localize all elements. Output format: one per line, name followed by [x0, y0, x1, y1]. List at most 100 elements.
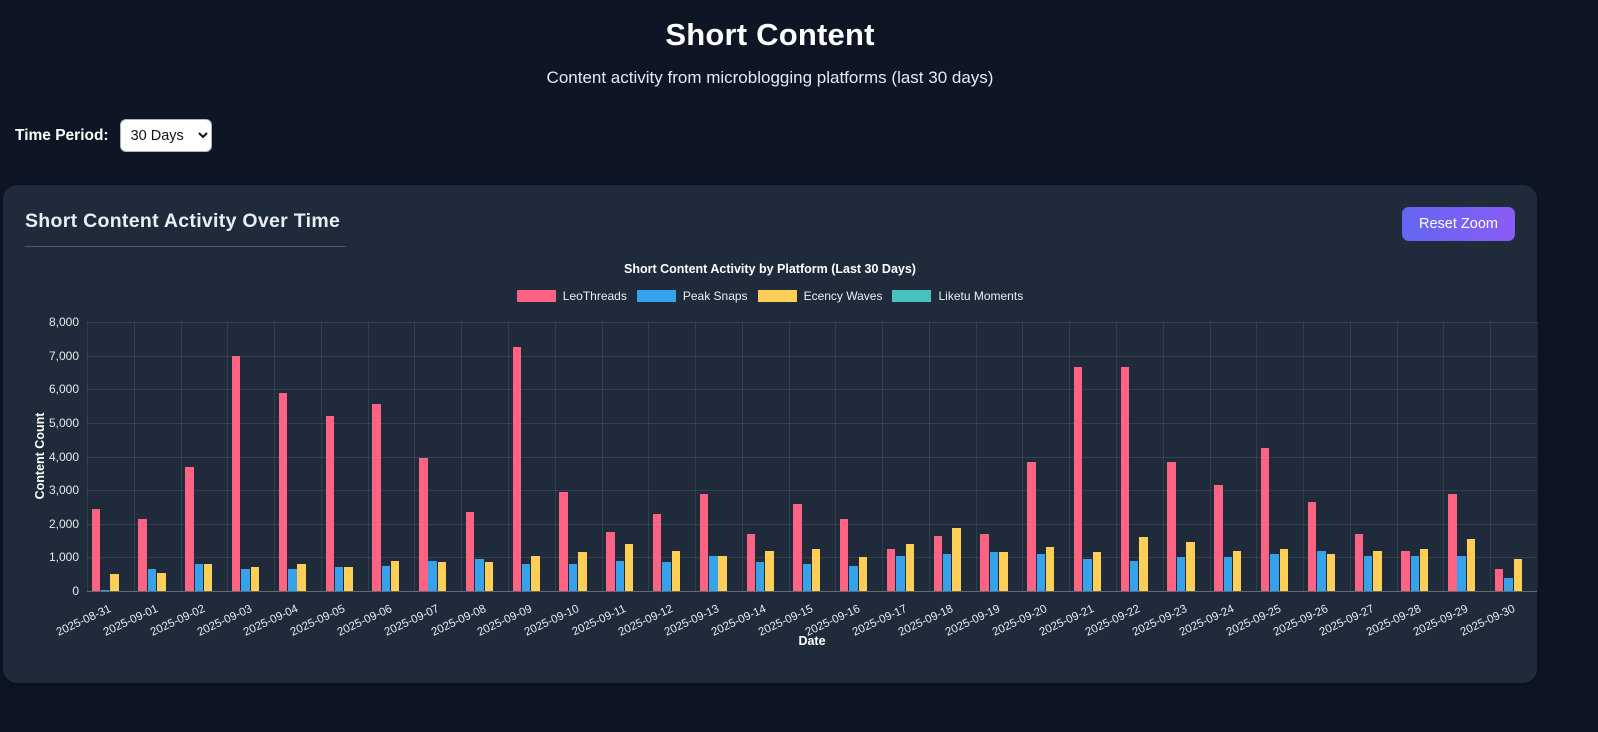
bar-peak-snaps-2025-09-24[interactable]: [1223, 557, 1233, 591]
bar-peak-snaps-2025-09-13[interactable]: [709, 555, 718, 591]
legend-item-liketu-moments[interactable]: Liketu Moments: [892, 289, 1023, 303]
bar-leothreads-2025-09-24[interactable]: [1214, 485, 1223, 591]
bar-leothreads-2025-09-06[interactable]: [372, 404, 381, 591]
bar-leothreads-2025-09-07[interactable]: [419, 458, 428, 591]
time-period-select[interactable]: 30 Days: [119, 119, 212, 152]
bar-peak-snaps-2025-09-27[interactable]: [1363, 555, 1373, 591]
bar-ecency-waves-2025-09-17[interactable]: [905, 543, 914, 591]
bar-peak-snaps-2025-09-28[interactable]: [1410, 555, 1420, 591]
bar-ecency-waves-2025-09-28[interactable]: [1420, 548, 1429, 591]
bar-ecency-waves-2025-09-21[interactable]: [1092, 552, 1102, 591]
bar-peak-snaps-2025-09-01[interactable]: [147, 569, 157, 591]
bar-ecency-waves-2025-09-10[interactable]: [578, 552, 587, 591]
bar-ecency-waves-2025-09-20[interactable]: [1045, 547, 1055, 591]
bar-leothreads-2025-09-16[interactable]: [840, 518, 849, 591]
bar-leothreads-2025-08-31[interactable]: [91, 508, 101, 591]
bar-ecency-waves-2025-09-23[interactable]: [1186, 542, 1195, 591]
bar-ecency-waves-2025-09-08[interactable]: [484, 562, 493, 591]
bar-peak-snaps-2025-09-07[interactable]: [428, 560, 437, 591]
bar-ecency-waves-2025-09-07[interactable]: [437, 562, 447, 591]
bar-ecency-waves-2025-09-06[interactable]: [391, 560, 400, 591]
bar-ecency-waves-2025-09-02[interactable]: [203, 564, 213, 591]
bar-leothreads-2025-09-01[interactable]: [138, 518, 147, 591]
bar-leothreads-2025-09-14[interactable]: [746, 533, 755, 591]
bar-peak-snaps-2025-09-04[interactable]: [288, 569, 297, 591]
bar-leothreads-2025-09-19[interactable]: [980, 533, 989, 591]
bar-peak-snaps-2025-09-25[interactable]: [1270, 554, 1279, 591]
bar-leothreads-2025-09-11[interactable]: [606, 532, 615, 591]
bar-leothreads-2025-09-30[interactable]: [1494, 569, 1504, 591]
bar-leothreads-2025-09-17[interactable]: [886, 548, 896, 591]
bar-peak-snaps-2025-09-03[interactable]: [241, 569, 250, 591]
bar-peak-snaps-2025-09-20[interactable]: [1036, 554, 1045, 591]
bar-leothreads-2025-09-29[interactable]: [1448, 493, 1457, 591]
legend-item-ecency-waves[interactable]: Ecency Waves: [757, 289, 882, 303]
bar-ecency-waves-2025-09-05[interactable]: [344, 567, 353, 591]
bar-ecency-waves-2025-09-14[interactable]: [765, 550, 774, 591]
bar-leothreads-2025-09-26[interactable]: [1307, 501, 1317, 591]
bar-ecency-waves-2025-09-13[interactable]: [718, 555, 727, 591]
bar-ecency-waves-2025-09-15[interactable]: [812, 548, 821, 591]
bar-ecency-waves-2025-09-27[interactable]: [1373, 550, 1382, 591]
bar-leothreads-2025-09-28[interactable]: [1401, 550, 1410, 591]
bar-ecency-waves-2025-09-19[interactable]: [999, 552, 1008, 591]
bar-peak-snaps-2025-09-22[interactable]: [1130, 560, 1139, 591]
bar-leothreads-2025-09-02[interactable]: [185, 466, 194, 591]
bar-ecency-waves-2025-09-30[interactable]: [1513, 559, 1523, 591]
bar-ecency-waves-2025-09-16[interactable]: [858, 557, 868, 591]
bar-leothreads-2025-09-27[interactable]: [1354, 533, 1363, 591]
bar-ecency-waves-2025-09-18[interactable]: [952, 527, 961, 591]
bar-peak-snaps-2025-09-16[interactable]: [849, 565, 858, 591]
legend-item-leothreads[interactable]: LeoThreads: [516, 289, 627, 303]
bar-leothreads-2025-09-13[interactable]: [699, 493, 709, 591]
bar-peak-snaps-2025-09-15[interactable]: [802, 564, 812, 591]
bar-peak-snaps-2025-09-23[interactable]: [1176, 557, 1186, 591]
bar-ecency-waves-2025-09-09[interactable]: [531, 555, 540, 591]
bar-leothreads-2025-09-23[interactable]: [1167, 461, 1176, 591]
bar-peak-snaps-2025-08-31[interactable]: [101, 590, 110, 591]
bar-ecency-waves-2025-09-24[interactable]: [1232, 550, 1242, 591]
bar-peak-snaps-2025-09-21[interactable]: [1083, 559, 1092, 591]
bar-peak-snaps-2025-09-14[interactable]: [755, 562, 765, 591]
legend-item-peak-snaps[interactable]: Peak Snaps: [636, 289, 748, 303]
bar-leothreads-2025-09-10[interactable]: [559, 491, 568, 591]
bar-leothreads-2025-09-15[interactable]: [793, 503, 802, 591]
bar-peak-snaps-2025-09-18[interactable]: [942, 554, 952, 591]
reset-zoom-button[interactable]: Reset Zoom: [1402, 207, 1515, 241]
bar-peak-snaps-2025-09-29[interactable]: [1457, 555, 1466, 591]
bar-leothreads-2025-09-21[interactable]: [1073, 367, 1083, 591]
bar-peak-snaps-2025-09-06[interactable]: [381, 565, 391, 591]
bar-ecency-waves-2025-09-26[interactable]: [1326, 554, 1335, 591]
bar-peak-snaps-2025-09-02[interactable]: [194, 564, 203, 591]
bar-leothreads-2025-09-04[interactable]: [278, 392, 288, 591]
bar-peak-snaps-2025-09-30[interactable]: [1504, 577, 1513, 591]
bar-ecency-waves-2025-09-12[interactable]: [671, 550, 681, 591]
bar-peak-snaps-2025-09-09[interactable]: [522, 564, 531, 591]
bar-leothreads-2025-09-09[interactable]: [512, 347, 522, 591]
bar-leothreads-2025-09-22[interactable]: [1120, 367, 1130, 591]
bar-ecency-waves-2025-08-31[interactable]: [110, 574, 119, 591]
bar-peak-snaps-2025-09-12[interactable]: [662, 562, 671, 591]
bar-peak-snaps-2025-09-26[interactable]: [1317, 550, 1326, 591]
bar-peak-snaps-2025-09-11[interactable]: [615, 560, 624, 591]
bar-leothreads-2025-09-18[interactable]: [933, 535, 943, 591]
bar-peak-snaps-2025-09-19[interactable]: [989, 552, 999, 591]
bar-ecency-waves-2025-09-01[interactable]: [157, 572, 166, 591]
bar-leothreads-2025-09-08[interactable]: [465, 511, 475, 591]
bar-ecency-waves-2025-09-03[interactable]: [250, 567, 260, 591]
bar-peak-snaps-2025-09-08[interactable]: [475, 559, 484, 591]
plot-area[interactable]: [87, 322, 1538, 592]
bar-ecency-waves-2025-09-04[interactable]: [297, 564, 306, 591]
bar-ecency-waves-2025-09-11[interactable]: [624, 543, 634, 591]
bar-leothreads-2025-09-20[interactable]: [1027, 461, 1036, 591]
bar-peak-snaps-2025-09-05[interactable]: [334, 567, 344, 591]
bar-peak-snaps-2025-09-17[interactable]: [896, 555, 905, 591]
bar-leothreads-2025-09-12[interactable]: [652, 513, 662, 591]
bar-ecency-waves-2025-09-29[interactable]: [1466, 538, 1476, 591]
bar-ecency-waves-2025-09-25[interactable]: [1279, 548, 1289, 591]
bar-peak-snaps-2025-09-10[interactable]: [568, 564, 578, 591]
bar-ecency-waves-2025-09-22[interactable]: [1139, 537, 1148, 591]
bar-leothreads-2025-09-25[interactable]: [1261, 448, 1270, 591]
bar-leothreads-2025-09-03[interactable]: [232, 355, 241, 591]
bar-leothreads-2025-09-05[interactable]: [325, 416, 334, 591]
